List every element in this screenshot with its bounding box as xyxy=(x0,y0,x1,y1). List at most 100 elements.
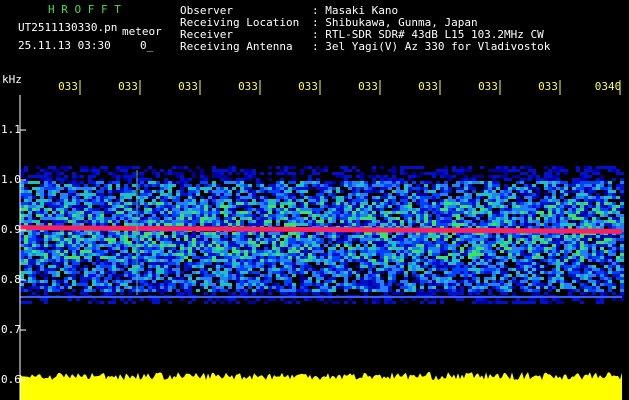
spectrum-cell xyxy=(424,226,428,229)
spectrum-cell xyxy=(136,235,140,238)
spectrum-cell xyxy=(248,241,252,244)
spectrum-cell xyxy=(428,190,432,193)
spectrum-cell xyxy=(268,253,272,256)
spectrum-cell xyxy=(204,277,208,280)
spectrum-cell xyxy=(144,184,148,187)
spectrum-cell xyxy=(452,220,456,223)
spectrum-cell xyxy=(612,244,616,247)
spectrum-cell xyxy=(452,184,456,187)
spectrum-cell xyxy=(432,196,436,199)
spectrum-cell xyxy=(168,184,172,187)
spectrum-cell xyxy=(168,253,172,256)
spectrum-cell xyxy=(88,241,92,244)
spectrum-cell xyxy=(504,190,508,193)
spectrum-cell xyxy=(332,256,336,259)
spectrum-cell xyxy=(436,172,440,175)
spectrum-cell xyxy=(488,187,492,190)
spectrum-cell xyxy=(116,211,120,214)
spectrum-cell xyxy=(80,274,84,277)
spectrum-cell xyxy=(60,187,64,190)
spectrum-cell xyxy=(136,178,140,181)
spectrum-cell xyxy=(28,250,32,253)
spectrum-cell xyxy=(580,205,584,208)
spectrum-cell xyxy=(488,199,492,202)
spectrum-cell xyxy=(248,202,252,205)
spectrum-cell xyxy=(44,199,48,202)
spectrum-cell xyxy=(212,259,216,262)
spectrum-cell xyxy=(384,262,388,265)
spectrum-cell xyxy=(216,247,220,250)
spectrum-cell xyxy=(508,244,512,247)
spectrum-cell xyxy=(580,196,584,199)
spectrum-cell xyxy=(580,286,584,289)
spectrum-cell xyxy=(336,223,340,226)
spectrum-cell xyxy=(116,289,120,292)
spectrum-cell xyxy=(56,199,60,202)
spectrum-cell xyxy=(380,190,384,193)
spectrum-cell xyxy=(452,202,456,205)
spectrum-cell xyxy=(176,259,180,262)
spectrum-cell xyxy=(332,232,336,235)
spectrum-cell xyxy=(360,256,364,259)
spectrum-cell xyxy=(456,280,460,283)
spectrum-cell xyxy=(324,286,328,289)
spectrum-cell xyxy=(96,238,100,241)
spectrum-cell xyxy=(244,208,248,211)
spectrum-cell xyxy=(276,202,280,205)
spectrum-cell xyxy=(36,250,40,253)
spectrum-cell xyxy=(584,256,588,259)
spectrum-cell xyxy=(596,268,600,271)
spectrum-cell xyxy=(104,256,108,259)
spectrum-cell xyxy=(412,241,416,244)
spectrum-cell xyxy=(212,241,216,244)
spectrum-cell xyxy=(580,211,584,214)
spectrum-cell xyxy=(120,208,124,211)
spectrum-cell xyxy=(540,286,544,289)
spectrum-cell xyxy=(352,199,356,202)
spectrum-cell xyxy=(272,271,276,274)
spectrum-cell xyxy=(352,190,356,193)
spectrum-cell xyxy=(448,244,452,247)
spectrum-cell xyxy=(116,175,120,178)
spectrum-cell xyxy=(432,259,436,262)
spectrum-cell xyxy=(188,241,192,244)
spectrum-cell xyxy=(556,277,560,280)
spectrum-cell xyxy=(116,184,120,187)
spectrum-cell xyxy=(264,199,268,202)
spectrum-cell xyxy=(600,241,604,244)
spectrum-cell xyxy=(408,217,412,220)
spectrum-cell xyxy=(152,220,156,223)
spectrum-cell xyxy=(132,253,136,256)
spectrum-cell xyxy=(360,235,364,238)
spectrum-cell xyxy=(156,232,160,235)
spectrum-cell xyxy=(584,283,588,286)
spectrum-cell xyxy=(440,211,444,214)
spectrum-cell xyxy=(404,274,408,277)
spectrum-cell xyxy=(136,277,140,280)
spectrum-cell xyxy=(568,208,572,211)
spectrum-cell xyxy=(416,208,420,211)
spectrum-cell xyxy=(400,190,404,193)
spectrum-cell xyxy=(380,166,384,169)
spectrum-cell xyxy=(176,205,180,208)
spectrum-cell xyxy=(232,166,236,169)
spectrum-cell xyxy=(140,274,144,277)
spectrum-cell xyxy=(216,274,220,277)
spectrum-cell xyxy=(376,184,380,187)
spectrum-cell xyxy=(436,208,440,211)
spectrum-cell xyxy=(620,280,624,283)
spectrum-cell xyxy=(304,220,308,223)
spectrum-cell xyxy=(148,289,152,292)
spectrum-cell xyxy=(112,244,116,247)
spectrum-cell xyxy=(308,265,312,268)
spectrum-cell xyxy=(284,256,288,259)
spectrum-cell xyxy=(156,172,160,175)
spectrum-cell xyxy=(64,241,68,244)
spectrum-cell xyxy=(268,286,272,289)
spectrum-cell xyxy=(544,241,548,244)
spectrum-cell xyxy=(88,193,92,196)
spectrum-cell xyxy=(320,220,324,223)
spectrum-cell xyxy=(344,274,348,277)
spectrum-cell xyxy=(220,196,224,199)
spectrum-cell xyxy=(88,247,92,250)
